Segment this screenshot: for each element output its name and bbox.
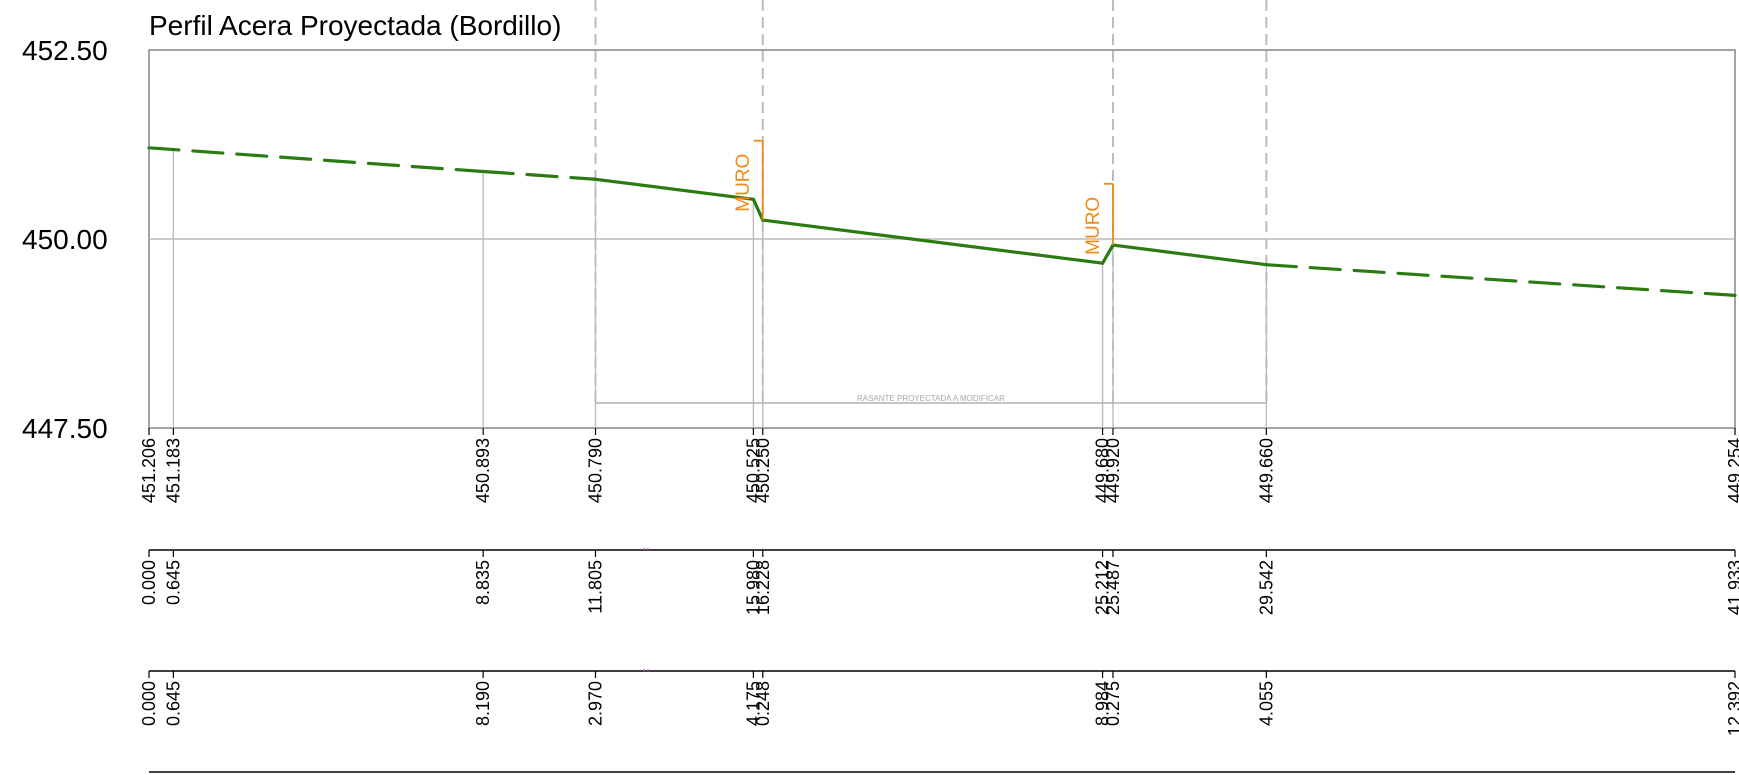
profile-segment — [761, 218, 1105, 265]
station-label: 449.254 — [1725, 438, 1739, 503]
elevation-axis-labels: 452.50 450.00 447.50 — [22, 35, 108, 444]
elevation-label: 450.00 — [22, 224, 108, 255]
station-label: 8.835 — [473, 560, 493, 605]
station-label: 450.250 — [753, 438, 773, 503]
data-bands: 451.206 451.183 450.893 450.790 450.525450.2… — [139, 428, 1739, 773]
elevation-label: 447.50 — [22, 413, 108, 444]
profile-segment — [1111, 243, 1268, 267]
station-label: 449.660 — [1256, 438, 1276, 503]
station-label: 11.805 — [585, 560, 605, 614]
station-label: 0.275 — [1103, 681, 1123, 726]
station-label: 0.645 — [163, 560, 183, 605]
station-label: 0.000 — [139, 681, 159, 726]
station-label: 0.000 — [139, 560, 159, 605]
station-label: 450.893 — [473, 438, 493, 503]
profile-segment — [1100, 243, 1115, 265]
profile-line — [147, 146, 1737, 297]
note-text: RASANTE PROYECTADA A MODIFICAR — [857, 394, 1005, 403]
station-label: 449.680 — [1093, 438, 1113, 503]
station-label: 25.487 — [1103, 560, 1123, 615]
station-label: 0.248 — [753, 681, 773, 726]
station-label: 0.645 — [163, 681, 183, 726]
profile-segment — [1264, 263, 1737, 297]
station-label: 8.190 — [473, 681, 493, 726]
elevation-label: 452.50 — [22, 35, 108, 66]
station-label: 12.392 — [1725, 681, 1739, 736]
wall-label: MURO — [1083, 197, 1104, 255]
profile-segment — [751, 197, 765, 222]
station-label: 450.790 — [585, 438, 605, 503]
station-label: 449.920 — [1103, 438, 1123, 503]
station-label: 25.212 — [1093, 560, 1113, 615]
station-label: 451.206 — [139, 438, 159, 503]
wall-label: MURO — [733, 154, 754, 212]
wall-markers: MURO MURO — [733, 139, 1114, 255]
profile-segment — [481, 169, 598, 181]
station-label: 450.525 — [743, 438, 763, 503]
station-label: 4.055 — [1256, 681, 1276, 726]
station-label: 2.970 — [585, 681, 605, 726]
station-label: 4.175 — [743, 681, 763, 726]
projected-grade-note: RASANTE PROYECTADA A MODIFICAR — [595, 394, 1267, 404]
station-label: 8.984 — [1093, 681, 1113, 726]
station-label: 451.183 — [163, 438, 183, 503]
vertical-dashed-gridlines — [594, 0, 1268, 402]
station-label: 16.228 — [753, 560, 773, 615]
station-label: 41.933 — [1725, 560, 1739, 615]
station-ordinates — [172, 149, 1268, 428]
profile-segment — [147, 146, 485, 174]
drawing-title: Perfil Acera Proyectada (Bordillo) — [149, 10, 561, 41]
station-label: 15.980 — [743, 560, 763, 615]
profile-segment — [593, 177, 755, 201]
station-label: 29.542 — [1256, 560, 1276, 615]
